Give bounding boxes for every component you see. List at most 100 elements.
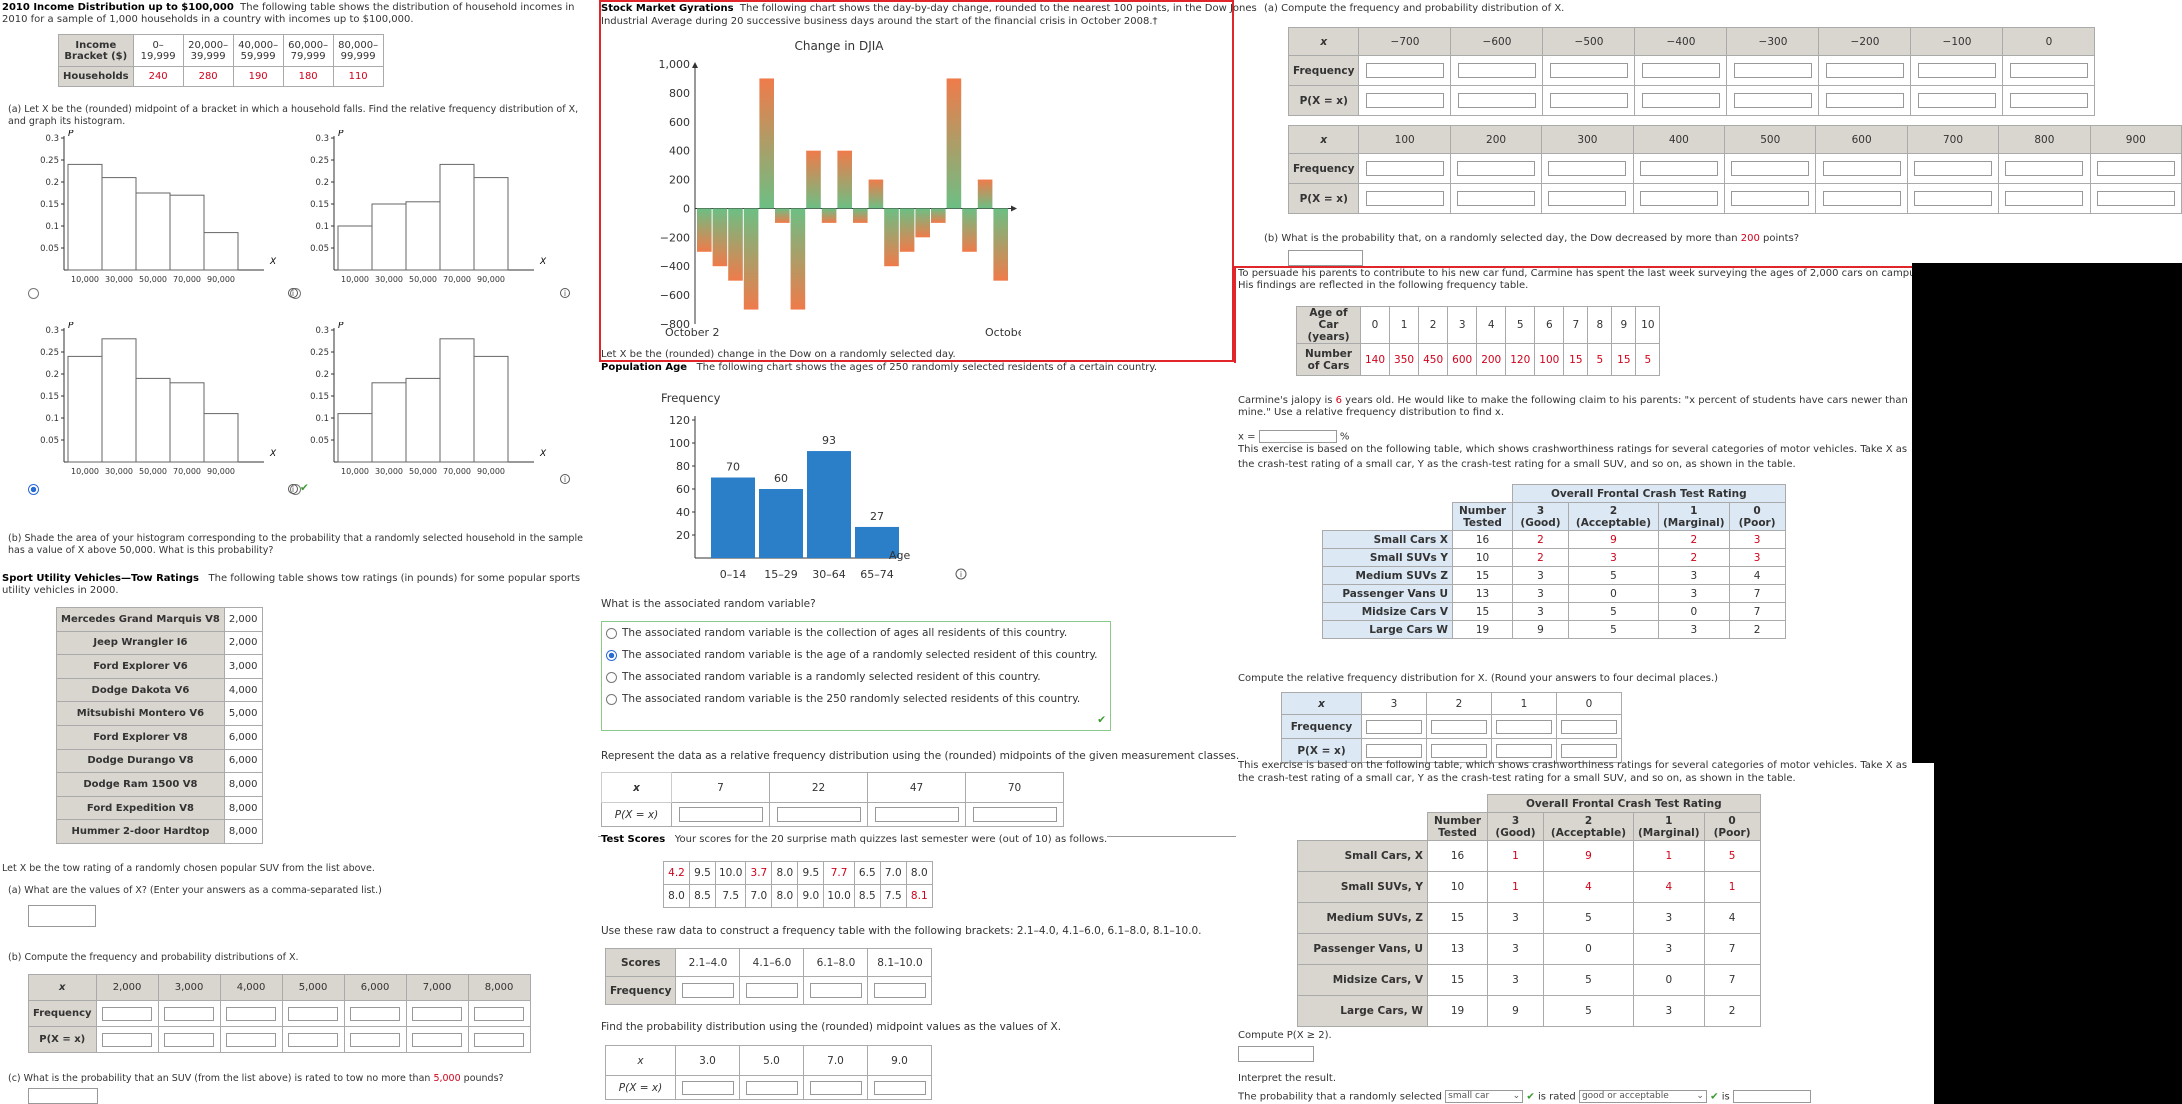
suv-question-b: (b) Compute the frequency and probabilit… bbox=[8, 952, 299, 963]
answer-input[interactable] bbox=[102, 1006, 153, 1021]
answer-input[interactable] bbox=[2009, 93, 2088, 108]
histogram-radio[interactable] bbox=[28, 288, 39, 299]
answer-input[interactable] bbox=[1822, 191, 1901, 206]
answer-input[interactable] bbox=[2009, 63, 2088, 78]
answer-input[interactable] bbox=[809, 1080, 862, 1095]
answer-input[interactable] bbox=[1641, 93, 1720, 108]
answer-input[interactable] bbox=[1496, 743, 1552, 758]
answer-option[interactable]: The associated random variable is the ag… bbox=[606, 649, 1098, 661]
answer-input[interactable] bbox=[745, 983, 798, 998]
answer-input[interactable] bbox=[1365, 161, 1444, 176]
answer-input[interactable] bbox=[1825, 93, 1904, 108]
option-radio[interactable] bbox=[606, 693, 617, 705]
answer-input[interactable] bbox=[1431, 719, 1487, 734]
answer-input[interactable] bbox=[1917, 93, 1996, 108]
car-x-input[interactable] bbox=[1258, 430, 1337, 443]
answer-input[interactable] bbox=[1548, 191, 1627, 206]
hist-bar bbox=[101, 338, 137, 463]
answer-input[interactable] bbox=[412, 1032, 463, 1047]
info-icon[interactable]: i bbox=[560, 474, 570, 484]
info-icon[interactable]: i bbox=[288, 484, 298, 494]
age-bar bbox=[855, 526, 899, 558]
answer-input[interactable] bbox=[474, 1032, 525, 1047]
answer-input[interactable] bbox=[1561, 719, 1617, 734]
answer-input[interactable] bbox=[1365, 191, 1444, 206]
answer-input[interactable] bbox=[1733, 93, 1812, 108]
answer-input[interactable] bbox=[1365, 63, 1444, 78]
option-radio[interactable] bbox=[606, 649, 617, 661]
answer-input[interactable] bbox=[2096, 191, 2175, 206]
option-radio[interactable] bbox=[606, 627, 617, 639]
answer-input[interactable] bbox=[681, 983, 734, 998]
answer-input[interactable] bbox=[873, 983, 926, 998]
answer-input[interactable] bbox=[1914, 161, 1992, 176]
answer-input[interactable] bbox=[2005, 161, 2084, 176]
answer-input[interactable] bbox=[1733, 63, 1812, 78]
answer-input[interactable] bbox=[1639, 161, 1718, 176]
answer-input[interactable] bbox=[1366, 719, 1422, 734]
answer-input[interactable] bbox=[972, 807, 1057, 822]
crash2-prob-input[interactable] bbox=[1238, 1046, 1314, 1062]
answer-input[interactable] bbox=[1731, 161, 1810, 176]
answer-option[interactable]: The associated random variable is a rand… bbox=[606, 671, 1041, 683]
answer-input[interactable] bbox=[1549, 63, 1628, 78]
answer-input[interactable] bbox=[776, 807, 861, 822]
answer-option[interactable]: The associated random variable is the 25… bbox=[606, 693, 1080, 705]
answer-input[interactable] bbox=[1457, 93, 1536, 108]
answer-input[interactable] bbox=[1366, 743, 1422, 758]
answer-input[interactable] bbox=[2096, 161, 2175, 176]
answer-input[interactable] bbox=[2005, 191, 2084, 206]
info-icon[interactable]: i bbox=[560, 288, 570, 298]
vehicle-select[interactable]: small car ⌄ bbox=[1445, 1090, 1524, 1103]
answer-input[interactable] bbox=[164, 1006, 215, 1021]
suv-prob-input[interactable] bbox=[28, 1088, 98, 1104]
answer-input[interactable] bbox=[1365, 93, 1444, 108]
answer-option[interactable]: The associated random variable is the co… bbox=[606, 627, 1067, 639]
answer-input[interactable] bbox=[681, 1080, 734, 1095]
histogram-radio[interactable] bbox=[28, 484, 39, 495]
answer-input[interactable] bbox=[1457, 191, 1536, 206]
answer-input[interactable] bbox=[1496, 719, 1552, 734]
answer-input[interactable] bbox=[102, 1032, 153, 1047]
djia-prob-input[interactable] bbox=[1288, 250, 1363, 266]
answer-input[interactable] bbox=[809, 983, 862, 998]
rating-select[interactable]: good or acceptable ⌄ bbox=[1578, 1090, 1707, 1103]
answer-input[interactable] bbox=[412, 1006, 463, 1021]
answer-input[interactable] bbox=[1731, 191, 1810, 206]
answer-input[interactable] bbox=[874, 807, 959, 822]
option-radio[interactable] bbox=[606, 671, 617, 683]
answer-input[interactable] bbox=[745, 1080, 798, 1095]
crash-col-header: 1 (Marginal) bbox=[1633, 812, 1705, 841]
answer-input[interactable] bbox=[350, 1032, 401, 1047]
answer-input[interactable] bbox=[1457, 161, 1536, 176]
crash2-result-input[interactable] bbox=[1732, 1090, 1811, 1103]
crash-value: 9 bbox=[1487, 995, 1544, 1027]
answer-input[interactable] bbox=[288, 1006, 339, 1021]
answer-input[interactable] bbox=[1431, 743, 1487, 758]
info-icon[interactable]: i bbox=[955, 568, 967, 580]
answer-input[interactable] bbox=[1914, 191, 1992, 206]
crash2-intro1: This exercise is based on the following … bbox=[1238, 760, 1908, 771]
answer-input[interactable] bbox=[1639, 191, 1718, 206]
answer-input[interactable] bbox=[1561, 743, 1617, 758]
answer-input[interactable] bbox=[1822, 161, 1901, 176]
answer-input[interactable] bbox=[226, 1032, 277, 1047]
x-value: 5.0 bbox=[739, 1045, 804, 1076]
suv-values-input[interactable] bbox=[28, 905, 96, 927]
answer-input[interactable] bbox=[1548, 161, 1627, 176]
answer-input[interactable] bbox=[474, 1006, 525, 1021]
info-icon[interactable]: i bbox=[288, 288, 298, 298]
answer-input[interactable] bbox=[1917, 63, 1996, 78]
answer-input[interactable] bbox=[1457, 63, 1536, 78]
answer-input[interactable] bbox=[164, 1032, 215, 1047]
answer-input[interactable] bbox=[1641, 63, 1720, 78]
answer-input[interactable] bbox=[873, 1080, 926, 1095]
answer-input[interactable] bbox=[350, 1006, 401, 1021]
answer-input[interactable] bbox=[288, 1032, 339, 1047]
suv-tow: 8,000 bbox=[223, 795, 263, 821]
answer-input[interactable] bbox=[226, 1006, 277, 1021]
answer-input[interactable] bbox=[1825, 63, 1904, 78]
answer-input[interactable] bbox=[1549, 93, 1628, 108]
bracket-label: 8.1–10.0 bbox=[867, 948, 933, 977]
answer-input[interactable] bbox=[678, 807, 763, 822]
